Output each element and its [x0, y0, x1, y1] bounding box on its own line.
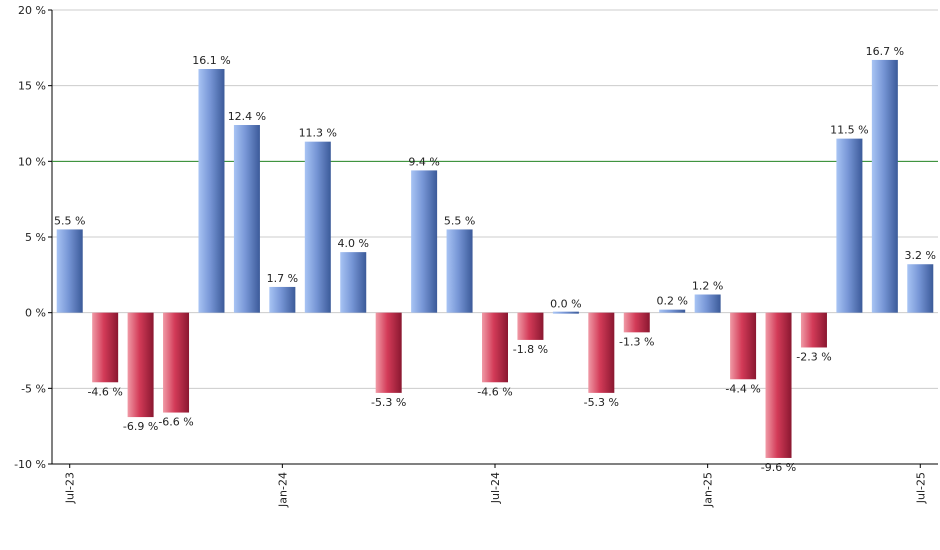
- bar-sep-23: [127, 312, 154, 418]
- data-label: 11.3 %: [299, 127, 337, 140]
- data-label: 16.1 %: [192, 54, 230, 67]
- data-label: -1.3 %: [619, 335, 654, 348]
- x-tick-label: Jan-24: [276, 472, 289, 508]
- bar-oct-24: [588, 312, 615, 393]
- data-label: 5.5 %: [444, 214, 475, 227]
- bar-nov-23: [198, 69, 225, 313]
- data-label: -5.3 %: [371, 396, 406, 409]
- bar-jun-24: [446, 229, 473, 313]
- data-label: -4.6 %: [477, 385, 512, 398]
- bar-may-25: [836, 138, 863, 313]
- bar-jul-25: [907, 264, 934, 313]
- bar-apr-25: [800, 312, 827, 348]
- data-label: 4.0 %: [338, 237, 369, 250]
- data-label: 11.5 %: [830, 124, 868, 137]
- data-label: 0.0 %: [550, 298, 581, 311]
- bar-sep-24: [552, 311, 579, 314]
- x-tick-label: Jul-24: [489, 472, 502, 504]
- y-tick-label: 0 %: [25, 307, 46, 320]
- data-label: 3.2 %: [905, 249, 936, 262]
- bar-jun-25: [871, 59, 898, 313]
- data-label: -5.3 %: [584, 396, 619, 409]
- data-label: -2.3 %: [796, 350, 831, 363]
- data-label: 1.7 %: [267, 272, 298, 285]
- x-tick-label: Jul-23: [64, 472, 77, 504]
- x-axis: Jul-23 Jan-24 Jul-24 Jan-25 Jul-25: [52, 463, 938, 508]
- data-label: -6.6 %: [158, 416, 193, 429]
- y-axis: 20 % 15 % 10 % 5 % 0 % -5 % -10 %: [14, 4, 53, 471]
- x-tick-label: Jan-25: [702, 472, 715, 508]
- data-labels: 5.5 % -4.6 % -6.9 % -6.6 % 16.1 % 12.4 % 1.7 %…: [54, 45, 936, 474]
- bar-nov-24: [623, 312, 650, 333]
- y-tick-label: 20 %: [18, 4, 46, 17]
- data-label: -6.9 %: [123, 420, 158, 433]
- bar-jan-25: [694, 294, 721, 313]
- bar-mar-25: [765, 312, 792, 458]
- bar-dec-24: [659, 309, 686, 313]
- data-label: 16.7 %: [866, 45, 904, 58]
- y-tick-label: 15 %: [18, 80, 46, 93]
- x-tick-label: Jul-25: [914, 472, 927, 504]
- data-label: 9.4 %: [408, 155, 439, 168]
- bar-may-24: [411, 170, 438, 313]
- data-label: -1.8 %: [513, 343, 548, 356]
- y-tick-label: -10 %: [14, 458, 46, 471]
- bar-feb-24: [304, 141, 331, 313]
- data-label: -9.6 %: [761, 461, 796, 474]
- bar-oct-23: [163, 312, 190, 413]
- bar-jan-24: [269, 286, 296, 313]
- bar-aug-24: [517, 312, 544, 340]
- bar-feb-25: [730, 312, 757, 380]
- data-label: 12.4 %: [228, 110, 266, 123]
- bar-jul-23: [56, 229, 83, 313]
- data-label: -4.4 %: [725, 382, 760, 395]
- bar-apr-24: [375, 312, 402, 393]
- bars: [56, 59, 934, 458]
- y-tick-label: -5 %: [21, 382, 46, 395]
- bar-aug-23: [92, 312, 119, 383]
- data-label: -4.6 %: [87, 385, 122, 398]
- y-tick-label: 5 %: [25, 231, 46, 244]
- bar-dec-23: [233, 125, 260, 313]
- data-label: 5.5 %: [54, 214, 85, 227]
- bar-mar-24: [340, 252, 367, 313]
- data-label: 0.2 %: [656, 295, 687, 308]
- bar-jul-24: [482, 312, 508, 383]
- data-label: 1.2 %: [692, 280, 723, 293]
- y-tick-label: 10 %: [18, 155, 46, 168]
